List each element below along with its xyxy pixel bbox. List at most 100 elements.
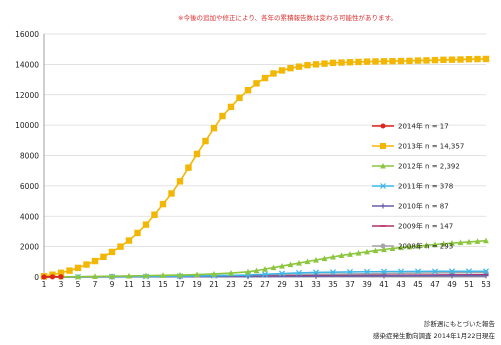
- data-point: [279, 262, 285, 269]
- x-tick-label: 11: [124, 280, 134, 289]
- data-point: [202, 137, 209, 145]
- data-point: [380, 163, 386, 169]
- data-point: [483, 273, 489, 279]
- data-point: [66, 267, 73, 274]
- data-point: [117, 243, 124, 250]
- x-tick-label: 9: [110, 280, 115, 289]
- data-point: [100, 253, 107, 261]
- data-point: [245, 268, 251, 275]
- data-point: [219, 112, 226, 120]
- legend-label: 2013年 n = 14,357: [398, 142, 464, 151]
- data-point: [287, 64, 294, 72]
- legend-item: 2014年 n = 17: [372, 122, 449, 131]
- x-tick-label: 15: [158, 280, 168, 289]
- data-point: [474, 238, 481, 244]
- x-tick-label: 39: [362, 280, 372, 289]
- data-point: [329, 269, 337, 276]
- data-point: [482, 55, 490, 63]
- x-tick-label: 37: [345, 280, 355, 289]
- data-point: [465, 268, 473, 275]
- y-tick-label: 2000: [20, 243, 39, 252]
- data-point: [380, 243, 386, 249]
- data-point: [364, 248, 370, 255]
- data-point: [91, 257, 99, 265]
- data-point: [287, 261, 294, 268]
- legend-item: 2008年 n = 293: [372, 242, 453, 251]
- legend-item: 2013年 n = 14,357: [372, 142, 464, 151]
- data-point: [449, 240, 455, 246]
- data-point: [253, 267, 260, 274]
- x-tick-label: 43: [396, 280, 406, 289]
- x-tick-label: 49: [447, 280, 457, 289]
- data-point: [346, 268, 354, 275]
- x-tick-label: 23: [226, 280, 236, 289]
- data-point: [457, 239, 464, 246]
- data-point: [381, 246, 387, 253]
- data-point: [457, 56, 464, 63]
- data-point: [278, 67, 286, 74]
- data-point: [109, 273, 115, 279]
- legend-item: 2009年 n = 147: [372, 222, 453, 231]
- data-point: [261, 74, 269, 82]
- data-point: [380, 58, 388, 65]
- data-point: [83, 261, 90, 268]
- data-point: [193, 150, 201, 158]
- legend-label: 2009年 n = 147: [398, 222, 453, 231]
- data-point: [185, 164, 192, 171]
- x-tick-label: 5: [76, 280, 81, 289]
- y-tick-label: 10000: [15, 121, 39, 130]
- data-point: [389, 245, 396, 252]
- data-point: [304, 61, 311, 69]
- data-point: [41, 274, 47, 280]
- footer-note-2: 感染症発生動向調査 2014年1月22日現在: [372, 332, 495, 340]
- data-point: [126, 272, 132, 279]
- x-tick-label: 3: [59, 280, 64, 289]
- data-point: [125, 237, 133, 244]
- x-tick-label: 45: [413, 280, 423, 289]
- legend-label: 2012年 n = 2,392: [398, 162, 460, 171]
- data-point: [448, 268, 456, 275]
- series-0: [41, 274, 64, 280]
- data-point: [372, 58, 379, 65]
- legend-label: 2014年 n = 17: [398, 122, 449, 131]
- footer-note-1: 診断週にもとづいた報告: [423, 320, 495, 328]
- data-point: [389, 57, 396, 65]
- data-point: [295, 63, 303, 70]
- data-point: [355, 58, 362, 66]
- data-point: [483, 237, 489, 244]
- data-point: [49, 274, 56, 280]
- data-point: [168, 190, 175, 197]
- data-point: [227, 103, 235, 111]
- data-point: [482, 268, 490, 275]
- x-tick-label: 7: [93, 280, 98, 289]
- data-point: [270, 264, 277, 271]
- data-point: [449, 273, 455, 279]
- x-tick-label: 27: [260, 280, 270, 289]
- data-point: [423, 242, 430, 248]
- legend-item: 2012年 n = 2,392: [372, 162, 460, 171]
- data-point: [151, 211, 158, 218]
- x-tick-label: 13: [141, 280, 151, 289]
- data-point: [312, 61, 320, 68]
- data-point: [321, 255, 328, 262]
- data-point: [312, 269, 320, 276]
- data-point: [381, 273, 387, 279]
- data-point: [380, 143, 386, 149]
- data-point: [330, 253, 336, 260]
- data-point: [363, 268, 371, 275]
- x-tick-label: 25: [243, 280, 253, 289]
- data-point: [160, 272, 166, 278]
- y-tick-label: 14000: [15, 60, 39, 69]
- data-point: [380, 183, 386, 189]
- data-point: [448, 56, 456, 63]
- data-point: [380, 203, 386, 209]
- legend-item: 2011年 n = 378: [372, 182, 453, 191]
- data-point: [346, 59, 354, 66]
- x-tick-label: 19: [192, 280, 202, 289]
- data-point: [211, 270, 217, 277]
- x-tick-label: 35: [328, 280, 338, 289]
- data-point: [321, 60, 328, 67]
- data-point: [338, 252, 345, 259]
- data-point: [176, 178, 184, 185]
